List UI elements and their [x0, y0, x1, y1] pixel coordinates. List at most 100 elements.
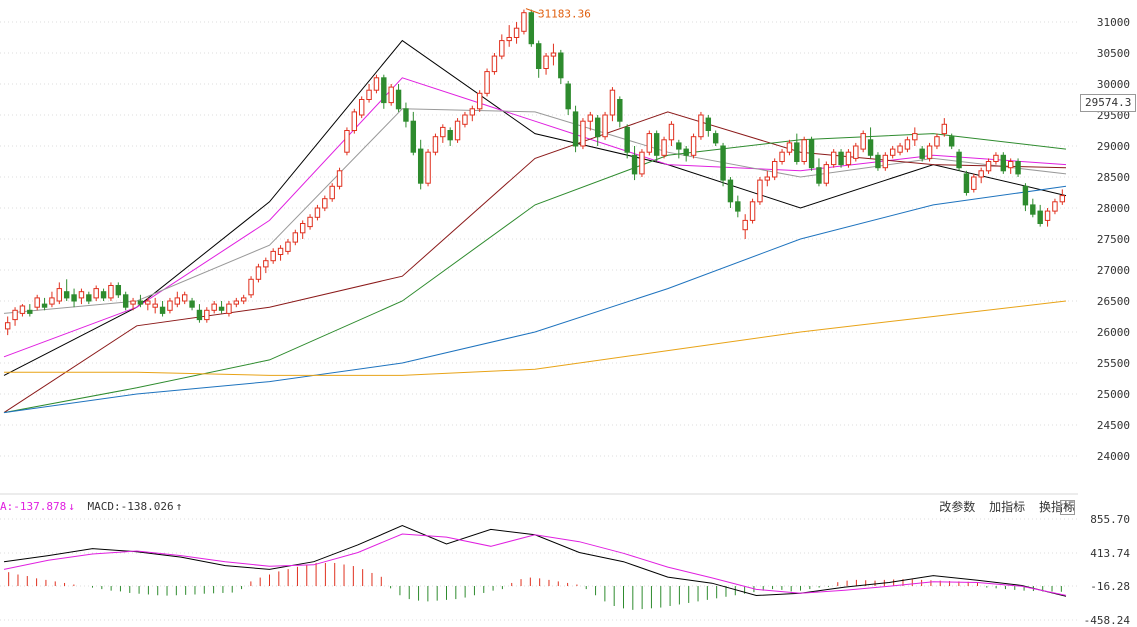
switch-indicator-button[interactable]: 换指标 [1038, 500, 1075, 514]
candle [698, 111, 704, 140]
candle-body [358, 99, 365, 116]
candle-body [617, 99, 623, 122]
ma-line-ma250 [4, 300, 1067, 376]
candle-body [469, 108, 476, 116]
candle-body [764, 176, 771, 181]
dea-value: A:-137.878 [0, 500, 67, 513]
candle-body [889, 148, 896, 156]
add-indicator-button[interactable]: 加指标 [989, 500, 1026, 514]
candle [742, 214, 748, 239]
candle-body [528, 12, 535, 45]
candle [934, 133, 940, 150]
candle-body [676, 142, 682, 150]
candle [270, 248, 276, 264]
candle-body [159, 306, 166, 314]
candle [550, 43, 557, 66]
candle-body [749, 201, 756, 221]
candle-body [727, 179, 734, 203]
candle-body [1030, 204, 1036, 215]
candle [381, 74, 387, 109]
candle [794, 133, 800, 165]
candle [19, 304, 26, 317]
candle-body [145, 300, 151, 305]
candle [853, 142, 859, 162]
moving-averages [3, 39, 1067, 414]
candle-body [631, 154, 638, 175]
close-icon[interactable]: ✕ [1060, 500, 1075, 515]
candle-body [403, 108, 409, 122]
candle [440, 124, 446, 143]
candle [580, 118, 586, 150]
candle-body [93, 288, 99, 299]
ma-line-ma5 [3, 39, 1067, 376]
macd-tick-label: -458.24 [1084, 614, 1131, 627]
macd-gridlines [0, 518, 1078, 621]
candle [189, 297, 195, 311]
max-price-marker: 31183.36 [525, 8, 591, 21]
price-tick-label: 30000 [1097, 78, 1130, 91]
candle [963, 170, 970, 196]
candle-body [1044, 210, 1051, 221]
candle [93, 285, 99, 301]
candle-body [425, 151, 431, 184]
candle [558, 49, 564, 84]
candle-body [624, 126, 630, 153]
candle-body [476, 92, 483, 110]
candle-body [167, 300, 173, 311]
macd-histogram [8, 562, 1062, 610]
candle [993, 152, 999, 165]
candle-body [513, 27, 520, 39]
candle [690, 133, 697, 159]
candle [395, 84, 402, 112]
candle [735, 195, 741, 218]
candle-body [690, 136, 697, 156]
candle-body [4, 322, 11, 330]
candle [882, 152, 889, 171]
candle-body [550, 52, 557, 57]
candle-body [993, 154, 999, 163]
price-tick-label: 24000 [1097, 450, 1130, 463]
candle-body [882, 154, 889, 169]
candle [948, 133, 955, 150]
candle-body [1022, 185, 1029, 206]
price-tick-label: 28500 [1097, 171, 1130, 184]
candle-body [565, 83, 571, 110]
candle-body [1000, 154, 1007, 172]
candle-body [860, 133, 866, 150]
macd-line-dif [3, 525, 1067, 597]
candle-body [543, 55, 549, 69]
candle [100, 288, 107, 301]
candle [410, 111, 417, 156]
macd-arrow-icon: ↑ [175, 500, 183, 513]
candle-body [786, 142, 793, 153]
candle-body [948, 136, 955, 147]
candle [602, 111, 608, 140]
candle [771, 158, 778, 181]
candle-body [12, 309, 18, 321]
candle [476, 90, 483, 112]
candle [49, 291, 55, 308]
candle [1037, 204, 1043, 227]
candle [403, 102, 409, 128]
candle [830, 149, 837, 168]
candle [137, 294, 144, 308]
edit-params-button[interactable]: 改参数 [939, 500, 976, 514]
candle-body [395, 89, 402, 110]
candle-body [218, 306, 225, 311]
macd-line-dea [3, 533, 1067, 596]
candle-body [440, 126, 446, 138]
candle-body [292, 232, 299, 243]
candle-body [454, 120, 461, 141]
candle [565, 80, 571, 115]
candle [845, 149, 852, 168]
candle [617, 96, 623, 128]
candle-body [801, 139, 807, 163]
price-tick-label: 27000 [1097, 264, 1130, 277]
candle-body [587, 114, 594, 122]
candle-body [34, 297, 40, 308]
macd-value: MACD:-138.026 [87, 500, 174, 513]
candle-body [838, 151, 844, 166]
candle [646, 130, 653, 156]
candle [78, 288, 85, 305]
